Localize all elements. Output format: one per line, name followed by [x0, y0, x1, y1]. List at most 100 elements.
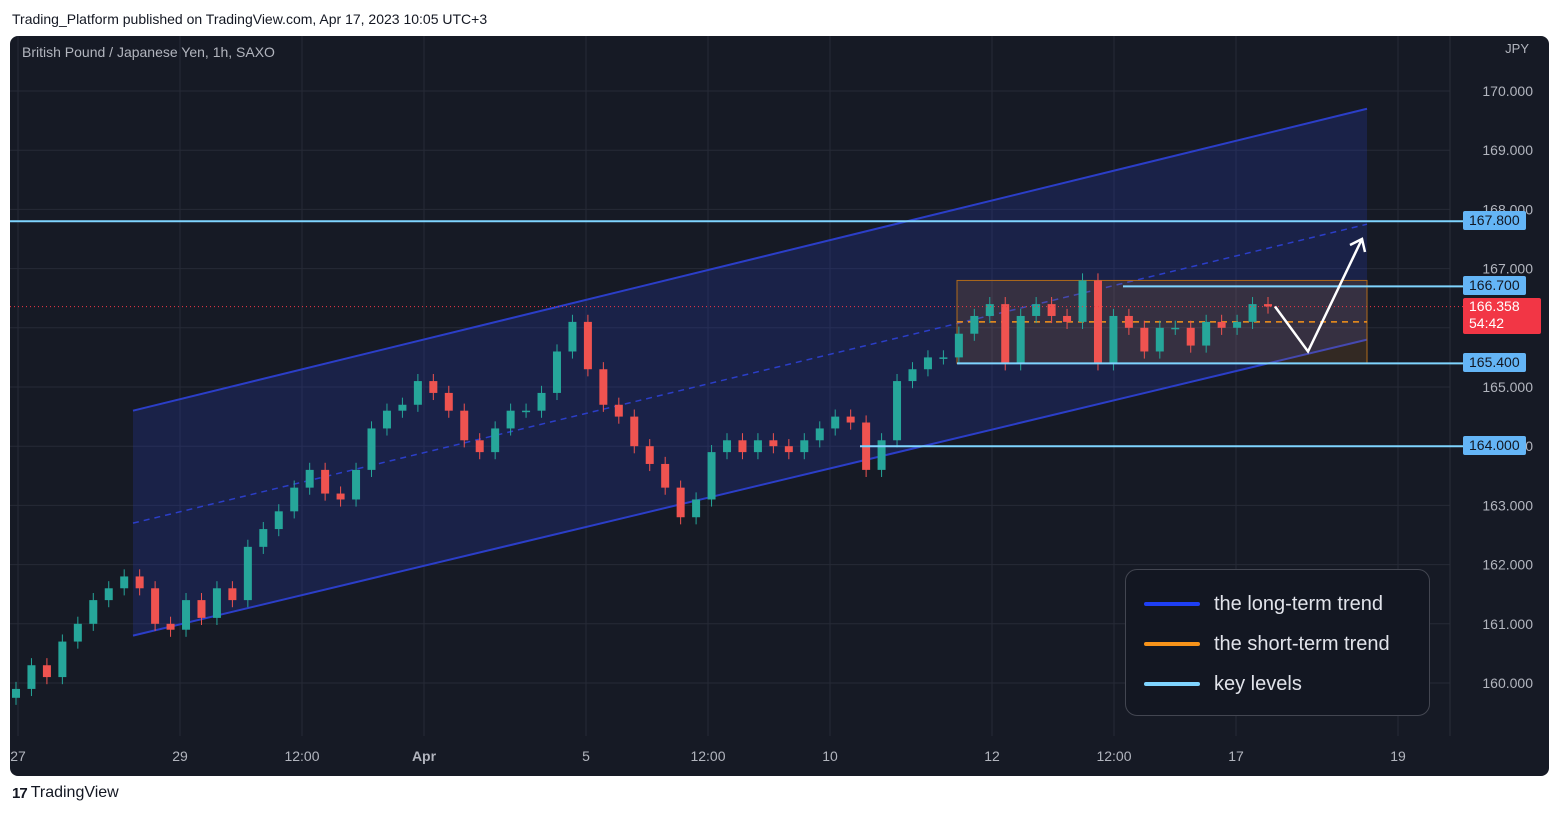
- candle-body: [12, 688, 20, 698]
- last-price-tag: 166.358 54:42: [1463, 297, 1541, 334]
- candle-body: [1171, 327, 1180, 330]
- candle-body: [923, 357, 932, 370]
- candle-body: [661, 463, 670, 488]
- x-tick-label: 12:00: [1096, 748, 1131, 764]
- candle-body: [460, 410, 469, 441]
- brand-name: TradingView: [30, 784, 119, 801]
- legend-item-short-term: the short-term trend: [1144, 632, 1390, 656]
- tradingview-brand[interactable]: 17 TradingView: [12, 784, 119, 802]
- candle-body: [305, 469, 314, 488]
- candle-body: [42, 665, 51, 678]
- key-level-tag-165400: 165.400: [1463, 353, 1526, 373]
- currency-unit: JPY: [1505, 41, 1529, 56]
- candle-body: [243, 546, 252, 601]
- candle-body: [475, 440, 484, 453]
- projection-arrow: [1273, 238, 1364, 354]
- candle-body: [444, 392, 453, 411]
- x-tick-label: Apr: [412, 748, 437, 764]
- legend-label: the long-term trend: [1214, 592, 1383, 615]
- candle-body: [1186, 327, 1195, 346]
- candle-body: [1016, 315, 1025, 364]
- x-tick-label: 29: [172, 748, 188, 764]
- candle-body: [1217, 321, 1226, 328]
- candle-body: [290, 487, 299, 512]
- candle-body: [89, 600, 98, 624]
- key-level-tag-164000: 164.000: [1463, 436, 1526, 456]
- candle-body: [769, 440, 778, 447]
- candle-body: [1140, 327, 1149, 352]
- candle-body: [738, 440, 747, 453]
- y-tick-label: 162.000: [1482, 557, 1533, 573]
- x-tick-label: 17: [1228, 748, 1244, 764]
- candle-body: [614, 404, 623, 417]
- candle-body: [893, 381, 902, 441]
- key-levels-swatch: [1144, 682, 1200, 686]
- y-tick-label: 167.000: [1482, 261, 1533, 277]
- candle-body: [336, 493, 345, 500]
- x-tick-label: 5: [582, 748, 590, 764]
- candle-body: [352, 469, 361, 500]
- candle-body: [599, 369, 608, 405]
- short-term-swatch: [1144, 642, 1200, 646]
- publish-bar: Trading_Platform published on TradingVie…: [0, 0, 1560, 38]
- candle-body: [846, 416, 855, 423]
- y-tick-label: 170.000: [1482, 83, 1533, 99]
- legend-item-key-levels: key levels: [1144, 672, 1302, 696]
- candle-body: [228, 588, 237, 601]
- candle-body: [212, 588, 221, 618]
- chart-pane[interactable]: 170.000169.000168.000167.000166.000165.0…: [10, 36, 1549, 776]
- key-level-tag-167800: 167.800: [1463, 211, 1526, 231]
- candle-body: [552, 351, 561, 393]
- candle-body: [1202, 321, 1211, 346]
- x-tick-label: 10: [822, 748, 838, 764]
- symbol-title: British Pound / Japanese Yen, 1h, SAXO: [22, 44, 275, 60]
- candle-body: [58, 641, 67, 678]
- candle-body: [1109, 315, 1118, 364]
- candle-body: [166, 623, 175, 630]
- candle-body: [367, 428, 376, 470]
- candle-body: [506, 410, 515, 429]
- candle-body: [27, 665, 36, 689]
- candle-body: [259, 529, 268, 547]
- candle-body: [568, 321, 577, 352]
- candle-body: [537, 392, 546, 411]
- candle-body: [1264, 304, 1272, 307]
- x-tick-label: 19: [1390, 748, 1406, 764]
- candle-body: [1124, 315, 1133, 328]
- candle-body: [815, 428, 824, 441]
- candle-body: [1032, 304, 1041, 316]
- candle-body: [522, 410, 531, 413]
- candle-body: [1093, 280, 1102, 364]
- legend-box: the long-term trend the short-term trend…: [1125, 569, 1430, 716]
- candle-body: [1078, 280, 1087, 322]
- x-tick-label: 12:00: [690, 748, 725, 764]
- candle-body: [120, 576, 129, 589]
- candle-body: [800, 440, 809, 453]
- candle-body: [877, 440, 886, 470]
- candle-body: [382, 410, 391, 429]
- candle-body: [753, 440, 762, 453]
- long-term-swatch: [1144, 602, 1200, 606]
- channel-lower-line: [132, 338, 1368, 637]
- tradingview-logo-icon: 17: [12, 784, 28, 802]
- candle-body: [1248, 304, 1257, 322]
- candle-body: [784, 446, 793, 453]
- candle-body: [151, 588, 160, 624]
- key-level-tag-166700: 166.700: [1463, 276, 1526, 296]
- projection-arrowhead: [1349, 237, 1367, 253]
- bar-countdown: 54:42: [1469, 314, 1505, 331]
- candle-body: [104, 588, 113, 601]
- candle-body: [831, 416, 840, 429]
- candle-body: [908, 369, 917, 382]
- candle-body: [73, 623, 82, 642]
- x-tick-label: 12: [984, 748, 1000, 764]
- x-tick-label: 12:00: [284, 748, 319, 764]
- candle-body: [676, 487, 685, 518]
- y-tick-label: 169.000: [1482, 142, 1533, 158]
- y-tick-label: 165.000: [1482, 379, 1533, 395]
- candle-body: [413, 381, 422, 405]
- candle-body: [274, 511, 283, 530]
- y-tick-label: 161.000: [1482, 616, 1533, 632]
- legend-label: key levels: [1214, 672, 1302, 695]
- candle-body: [1001, 304, 1010, 364]
